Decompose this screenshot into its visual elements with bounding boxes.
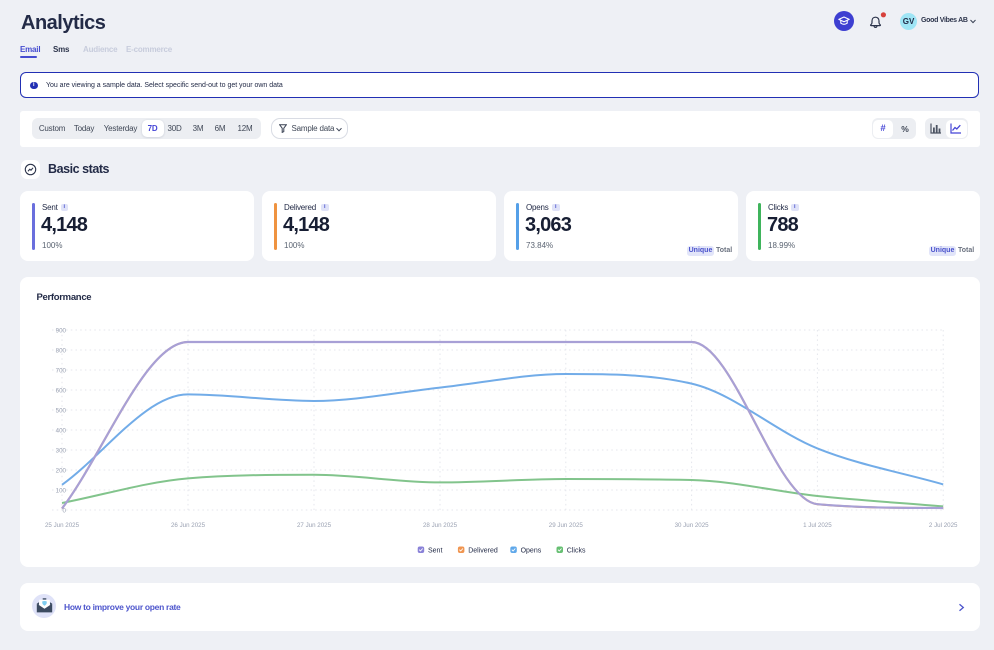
svg-text:100: 100 <box>56 488 67 495</box>
svg-text:27 Jun 2025: 27 Jun 2025 <box>297 522 332 529</box>
svg-text:700: 700 <box>56 368 67 375</box>
svg-text:200: 200 <box>56 468 67 475</box>
svg-text:400: 400 <box>56 428 67 435</box>
svg-text:Delivered: Delivered <box>468 548 498 555</box>
svg-text:300: 300 <box>56 448 67 455</box>
svg-text:600: 600 <box>56 388 67 395</box>
svg-text:1 Jul 2025: 1 Jul 2025 <box>803 522 832 529</box>
svg-text:Clicks: Clicks <box>567 548 586 555</box>
svg-text:2 Jul 2025: 2 Jul 2025 <box>929 522 958 529</box>
svg-text:800: 800 <box>56 348 67 355</box>
svg-text:26 Jun 2025: 26 Jun 2025 <box>171 522 206 529</box>
svg-text:25 Jun 2025: 25 Jun 2025 <box>45 522 80 529</box>
svg-text:Opens: Opens <box>521 548 542 555</box>
svg-text:29 Jun 2025: 29 Jun 2025 <box>549 522 584 529</box>
svg-text:0: 0 <box>63 508 67 515</box>
svg-text:Sent: Sent <box>428 548 442 555</box>
svg-text:30 Jun 2025: 30 Jun 2025 <box>675 522 710 529</box>
svg-text:900: 900 <box>56 328 67 335</box>
svg-text:28 Jun 2025: 28 Jun 2025 <box>423 522 458 529</box>
svg-text:500: 500 <box>56 408 67 415</box>
